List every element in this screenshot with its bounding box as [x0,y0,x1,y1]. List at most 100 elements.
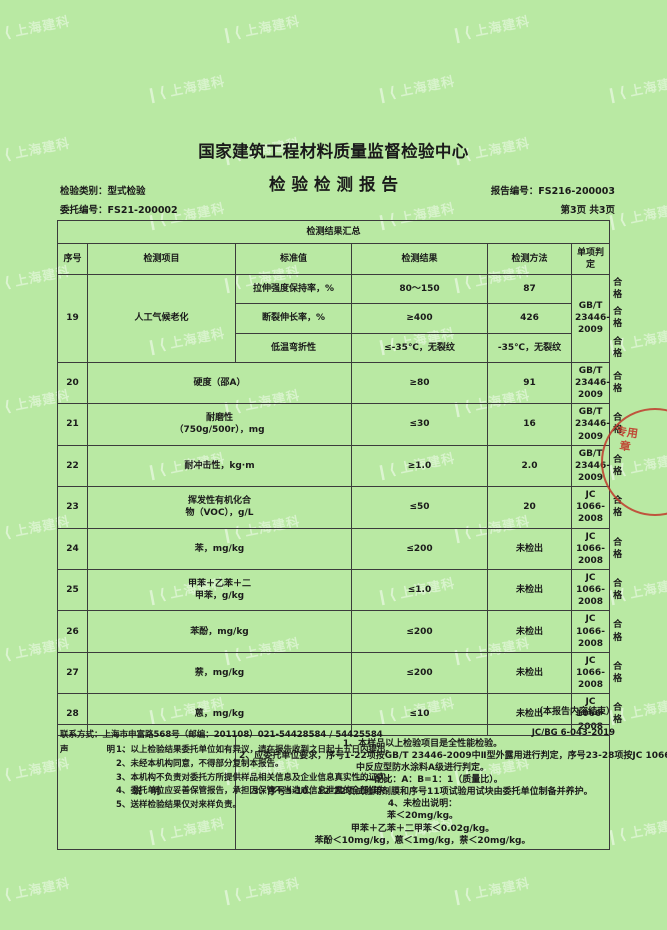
cell-method: JC 1066-2008 [570,651,611,695]
cell-standard: ≤50 [351,486,488,529]
cell-item: 甲苯＋乙苯＋二 甲苯，g/kg [87,568,352,612]
table-row: 断裂伸长率，% ≥400 426 合格 [58,303,622,334]
cell-result: 未检出 [487,693,572,736]
report-meta-left: 检验类别：型式检验 委托编号：FS21-200002 [60,183,178,221]
cell-method: JC 1066-2008 [570,486,611,529]
cell-item: 耐磨性 （750g/500r），mg [87,403,352,446]
end-of-report-note: （本报告内容结束） [533,707,615,717]
page-number: 第3页 共3页 [560,205,615,216]
commission-number: 委托编号：FS21-200002 [60,205,178,216]
cell-no: 21 [57,403,88,446]
table-row: 24 苯，mg/kg ≤200 未检出 JC 1066-2008 合格 [57,527,622,570]
cell-method: JC 1066-2008 [570,610,611,653]
cell-standard: ≤10 [351,693,488,736]
results-table: 检测结果汇总 序号 检测项目 标准值 检测结果 检测方法 单项判定 19 人工气候… [56,220,667,850]
cell-no: 19 [57,274,88,363]
table-row: 20 硬度（邵A） ≥80 91 GB/T 23446-2009 合格 [57,361,622,405]
cell-item: 挥发性有机化合 物（VOC），g/L [87,486,352,529]
official-seal-stamp: 专用章 [601,408,667,520]
notes-line: 甲苯＋乙苯＋二甲苯＜0.02g/kg。 [350,823,495,834]
table-row: 19 人工气候老化 拉伸强度保持率，% 80～150 87 GB/T 23446-2009… [57,273,622,363]
cell-result: 16 [487,403,572,446]
page-subtitle: 检验检测报告 [269,175,404,194]
declaration-item: 委托单位应妥善保管报告，承担因保管不当造成信息泄露的全部损失。 [130,786,394,797]
cell-no: 23 [57,486,88,529]
cell-standard: ≤1.0 [351,568,488,612]
declaration-item: 送样检验结果仅对来样负责。 [130,800,241,811]
cell-standard: ≤200 [351,610,488,653]
table-row: 21 耐磨性 （750g/500r），mg ≤30 16 GB/T 23446-2009… [57,403,622,446]
cell-method: JC 1066-2008 [570,568,611,612]
cell-result: 未检出 [487,527,572,570]
report-number: 报告编号：FS216-200003 [490,186,615,197]
table-row: 23 挥发性有机化合 物（VOC），g/L ≤50 20 JC 1066-2008 合格 [57,486,622,529]
footer-divider [57,724,609,725]
cell-result: 未检出 [487,610,572,653]
cell-item: 苯酚，mg/kg [87,610,352,653]
report-title-block: 国家建筑工程材料质量监督检验中心 检验检测报告 [0,0,667,195]
cell-method: JC 1066-2008 [570,527,611,570]
cell-standard: ≤-35℃，无裂纹 [351,332,488,363]
table-row: 低温弯折性 ≤-35℃，无裂纹 -35℃，无裂纹 合格 [58,332,622,363]
seal-ring [601,408,667,516]
cell-no: 20 [57,361,88,405]
cell-standard: ≥400 [351,303,488,334]
inspection-category: 检验类别：型式检验 [60,186,146,197]
document-code: JC/BG 6-043-2019 [531,728,615,738]
header-standard: 标准值 [235,243,352,275]
declaration-list: 以上检验结果委托单位如有异议，请在报告收到之日起十五日内提出。 未经本机构同意，不… [60,744,394,813]
header-method: 检测方法 [487,243,572,275]
cell-no: 28 [57,693,88,736]
notes-line: 中反应型防水涂料A级进行判定。 [356,762,490,773]
cell-no: 24 [57,527,88,570]
report-meta-right: 报告编号：FS216-200003 第3页 共3页 [491,183,615,221]
table-summary-title-row: 检测结果汇总 [56,220,611,244]
cell-item: 苯，mg/kg [87,527,352,570]
cell-item: 硬度（邵A） [87,361,352,405]
declaration-label: 声 明： [60,745,138,755]
header-no: 序号 [57,243,88,275]
cell-result: -35℃，无裂纹 [487,332,572,363]
cell-method: GB/T 23446-2009 [570,361,611,405]
cell-result: 87 [487,273,572,305]
cell-result: 20 [487,486,572,529]
declaration-block: 声 明： 以上检验结果委托单位如有异议，请在报告收到之日起十五日内提出。 未经本机… [60,744,394,813]
cell-method: JC 1066-2008 [570,693,611,736]
notes-line: 3、序号5-10、12-22项试验用剂膜和序号11项试验用试块由委托单位制备并养… [252,787,593,798]
cell-standard: ≥80 [351,361,488,405]
table-row: 28 蒽，mg/kg ≤10 未检出 JC 1066-2008 合格 [57,693,622,736]
table-row: 25 甲苯＋乙苯＋二 甲苯，g/kg ≤1.0 未检出 JC 1066-2008 合格 [57,568,622,612]
cell-item: 低温弯折性 [235,332,352,363]
cell-no: 26 [57,610,88,653]
table-header-row: 序号 检测项目 标准值 检测结果 检测方法 单项判定 [57,243,611,275]
table-row: 27 萘，mg/kg ≤200 未检出 JC 1066-2008 合格 [57,651,622,695]
cell-item: 断裂伸长率，% [235,303,352,334]
cell-standard: ≤30 [351,403,488,446]
cell-no: 22 [57,444,88,488]
cell-item: 耐冲击性，kg·m [87,444,352,488]
header-judgement: 单项判定 [570,243,611,275]
cell-standard: 80～150 [351,273,488,305]
declaration-item: 未经本机构同意，不得部分复制本报告。 [130,758,284,769]
cell-method: GB/T 23446-2009 [570,403,611,446]
cell-method: GB/T 23446-2009 [570,274,611,363]
table-body: 19 人工气候老化 拉伸强度保持率，% 80～150 87 GB/T 23446-2009… [57,273,622,736]
declaration-item: 本机构不负责对委托方所提供样品相关信息及企业信息真实性的证实。 [130,772,394,783]
page-title: 国家建筑工程材料质量监督检验中心 [198,142,469,161]
cell-item: 蒽，mg/kg [87,693,352,736]
cell-result: 91 [487,361,572,405]
cell-result: 426 [487,303,572,334]
cell-no: 25 [57,568,88,612]
notes-line: 4、未检出说明： [387,799,458,810]
cell-item: 拉伸强度保持率，% [235,273,352,305]
notes-line: 苯＜20mg/kg。 [387,811,459,822]
cell-standard: ≤200 [351,651,488,695]
cell-item-group: 人工气候老化 [87,274,236,363]
cell-item: 萘，mg/kg [87,651,352,695]
cell-method: GB/T 23446-2009 [570,444,611,488]
notes-line: 苯酚＜10mg/kg，蒽＜1mg/kg，萘＜20mg/kg。 [314,835,531,846]
contact-info: 联系方式：上海市申富路568号（邮编：201108）021-54428584 /… [60,730,383,740]
notes-line: ——配比：A：B=1：1（质量比）。 [356,775,503,786]
header-item: 检测项目 [87,243,236,275]
